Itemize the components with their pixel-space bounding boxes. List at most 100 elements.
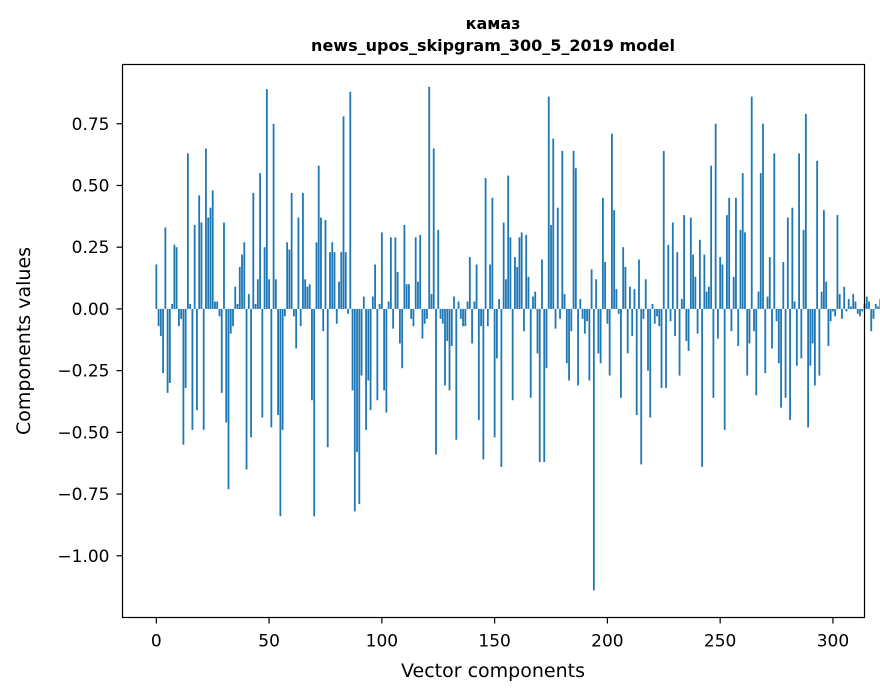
bar: [644, 279, 647, 309]
bar: [640, 308, 643, 465]
y-tick-label: 0.00: [72, 300, 110, 320]
bar: [735, 197, 737, 309]
bar: [326, 308, 329, 448]
bar: [868, 301, 870, 309]
bar: [556, 207, 559, 309]
bar: [297, 217, 300, 309]
bar: [626, 308, 629, 354]
bar: [793, 301, 796, 309]
bar: [811, 308, 814, 344]
bar: [809, 308, 812, 366]
bar: [698, 239, 701, 309]
bar: [259, 173, 261, 309]
bar: [816, 160, 819, 309]
bar: [552, 138, 555, 309]
bar: [680, 299, 683, 309]
bar: [574, 168, 577, 309]
x-tick-label: 200: [591, 632, 623, 652]
bar: [295, 308, 298, 349]
bar: [180, 308, 183, 319]
bar: [162, 308, 164, 374]
bar: [872, 308, 875, 319]
bar: [378, 303, 381, 309]
bar: [561, 150, 564, 309]
bar: [247, 294, 250, 309]
bar: [676, 252, 679, 309]
bar: [468, 257, 471, 309]
bar: [547, 96, 550, 309]
y-tick-label: 0.25: [72, 238, 110, 258]
y-tick-label: −0.25: [57, 362, 109, 382]
bar: [211, 190, 214, 309]
y-axis-ticks: −1.00 −0.75 −0.50 −0.25 0.00 0.25 0.50 0.75: [57, 115, 123, 567]
bar: [498, 299, 501, 309]
bar: [710, 165, 713, 309]
bar: [216, 301, 219, 309]
bar: [554, 308, 557, 329]
y-tick-label: −0.50: [57, 423, 109, 443]
bar: [187, 153, 189, 309]
bar: [189, 303, 192, 309]
bar: [315, 242, 318, 309]
bar: [762, 123, 764, 309]
bar: [457, 301, 460, 309]
bar: [771, 308, 773, 349]
bar: [723, 308, 726, 430]
bar: [633, 289, 636, 309]
y-tick-label: 0.75: [72, 115, 110, 135]
bar: [489, 264, 492, 309]
bar: [850, 306, 852, 309]
bar: [570, 308, 573, 332]
bar: [804, 113, 807, 309]
bar: [369, 308, 372, 411]
bar: [293, 308, 295, 317]
bar: [448, 308, 451, 391]
bar: [541, 259, 543, 309]
bar: [459, 308, 462, 319]
bar: [523, 308, 525, 332]
bar: [304, 279, 307, 309]
bar: [464, 308, 467, 327]
bar: [798, 153, 800, 309]
bar: [241, 254, 243, 309]
bar: [252, 192, 255, 309]
bar: [360, 308, 363, 376]
x-axis-label: Vector components: [401, 660, 585, 682]
bar: [694, 276, 697, 309]
bar: [254, 303, 257, 309]
bar: [592, 308, 595, 591]
bar: [171, 303, 174, 309]
bar: [536, 308, 539, 354]
bar: [439, 308, 442, 319]
bar: [234, 286, 237, 309]
bar: [780, 308, 782, 408]
bar: [371, 296, 374, 309]
y-tick-label: −1.00: [57, 547, 109, 567]
bar: [338, 281, 340, 309]
bar: [317, 165, 320, 309]
bar: [653, 308, 656, 324]
bar: [577, 308, 579, 386]
bar: [755, 308, 758, 396]
bar: [737, 308, 740, 346]
bar: [789, 308, 791, 420]
bar: [642, 308, 645, 319]
bar: [692, 254, 694, 309]
bar: [877, 306, 879, 309]
bar: [572, 150, 575, 309]
bar: [435, 308, 437, 455]
x-axis-ticks: 0 50 100 150 200 250 300: [151, 617, 849, 652]
bar: [874, 303, 877, 309]
bar: [563, 294, 566, 309]
bar: [288, 249, 291, 309]
bar: [800, 308, 803, 359]
bar: [588, 308, 591, 381]
bar: [597, 308, 600, 354]
bar: [786, 217, 789, 309]
bar: [356, 308, 358, 453]
bar: [759, 173, 762, 309]
bar: [543, 308, 546, 462]
bar: [477, 308, 480, 420]
bar: [495, 308, 498, 359]
bar: [250, 308, 252, 438]
